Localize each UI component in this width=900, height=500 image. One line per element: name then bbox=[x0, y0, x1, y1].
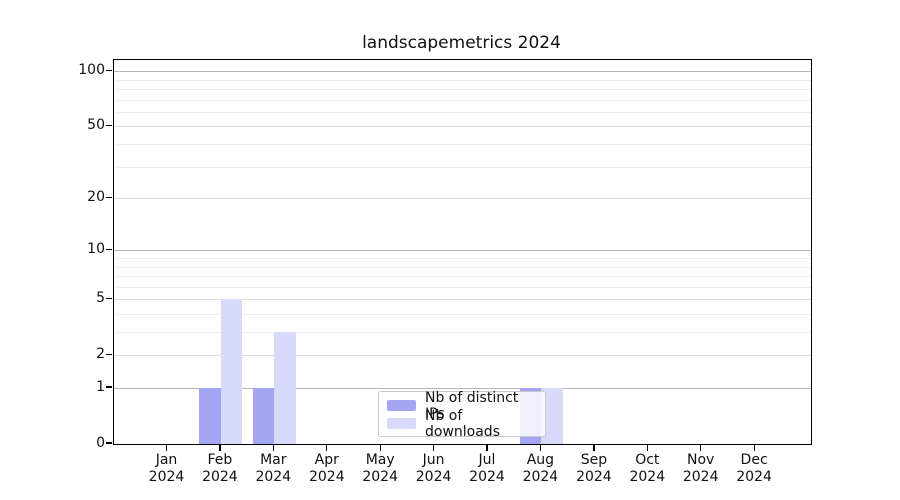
bar-downloads bbox=[541, 388, 563, 444]
y-tick bbox=[106, 248, 112, 250]
y-tick bbox=[106, 124, 112, 127]
gridline-major bbox=[114, 126, 811, 128]
x-tick-label: Oct 2024 bbox=[629, 452, 666, 485]
bar-distinct-ips bbox=[199, 388, 221, 444]
gridline-minor bbox=[114, 332, 811, 333]
x-tick bbox=[272, 444, 274, 451]
gridline-major bbox=[114, 355, 811, 357]
x-tick-label: May 2024 bbox=[362, 452, 398, 485]
x-tick-label: Feb 2024 bbox=[202, 452, 238, 485]
gridline-minor bbox=[114, 314, 811, 315]
gridline-minor bbox=[114, 144, 811, 145]
grid-layer bbox=[114, 60, 811, 444]
legend-swatch-distinct-ips-icon bbox=[387, 400, 416, 411]
y-tick-label: 2 bbox=[96, 346, 105, 363]
x-tick-label: Jun 2024 bbox=[415, 452, 452, 485]
y-tick-label: 10 bbox=[87, 241, 105, 258]
y-tick bbox=[106, 353, 112, 355]
gridline-minor bbox=[114, 166, 811, 168]
legend-label-distinct-ips: Nb of distinct IPs bbox=[425, 389, 519, 422]
legend-item-downloads: Nb of downloads bbox=[387, 408, 537, 440]
gridline-minor bbox=[114, 286, 811, 288]
x-tick bbox=[646, 444, 648, 451]
legend-label-downloads: Nb of downloads bbox=[425, 407, 500, 440]
gridline-decade bbox=[114, 71, 811, 73]
y-tick-label: 100 bbox=[78, 62, 105, 79]
x-tick-label: Sep 2024 bbox=[576, 452, 612, 485]
x-tick bbox=[593, 444, 595, 451]
gridline-minor bbox=[114, 89, 811, 90]
x-tick-label: Nov 2024 bbox=[682, 452, 719, 485]
gridline-minor bbox=[114, 266, 811, 268]
legend-swatch-downloads-icon bbox=[387, 418, 416, 429]
bar-distinct-ips bbox=[252, 388, 275, 444]
gridline-minor bbox=[114, 258, 811, 259]
y-tick-label: 5 bbox=[96, 290, 105, 307]
legend: Nb of distinct IPs Nb of downloads bbox=[378, 390, 546, 440]
y-tick bbox=[106, 69, 112, 71]
chart-title: landscapemetrics 2024 bbox=[362, 33, 561, 53]
gridline-decade bbox=[114, 388, 811, 389]
gridline-decade bbox=[114, 250, 811, 252]
x-tick bbox=[539, 444, 542, 451]
gridline-minor bbox=[114, 99, 811, 101]
x-tick bbox=[486, 444, 488, 451]
gridline-minor bbox=[114, 276, 811, 277]
y-tick bbox=[106, 386, 112, 388]
x-tick-label: Dec 2024 bbox=[736, 452, 772, 485]
gridline-minor bbox=[114, 79, 811, 81]
legend-item-distinct-ips: Nb of distinct IPs bbox=[387, 390, 537, 422]
x-tick-label: Aug 2024 bbox=[522, 452, 559, 485]
x-tick bbox=[433, 444, 435, 451]
x-tick bbox=[219, 444, 221, 451]
bar-downloads bbox=[274, 332, 296, 444]
x-tick-label: Mar 2024 bbox=[255, 452, 292, 485]
x-tick-label: Jul 2024 bbox=[469, 452, 505, 485]
y-tick bbox=[106, 297, 112, 299]
x-tick-label: Jan 2024 bbox=[148, 452, 185, 485]
gridline-minor bbox=[114, 111, 811, 113]
x-tick bbox=[326, 444, 328, 451]
x-tick bbox=[753, 444, 755, 451]
y-tick-label: 20 bbox=[87, 189, 105, 206]
x-tick bbox=[700, 444, 702, 451]
y-tick bbox=[106, 442, 112, 444]
y-tick-label: 0 bbox=[96, 435, 105, 451]
x-tick-label: Apr 2024 bbox=[308, 452, 345, 485]
y-tick bbox=[106, 196, 112, 198]
bar-layer bbox=[114, 60, 811, 444]
x-tick bbox=[379, 444, 381, 451]
plot-area: Nb of distinct IPs Nb of downloads bbox=[113, 59, 812, 445]
y-tick-label: 1 bbox=[96, 379, 105, 395]
gridline-major bbox=[114, 198, 811, 200]
x-tick bbox=[165, 444, 168, 451]
gridline-major bbox=[114, 299, 811, 301]
y-tick-label: 50 bbox=[87, 117, 105, 134]
bar-downloads bbox=[220, 299, 243, 444]
